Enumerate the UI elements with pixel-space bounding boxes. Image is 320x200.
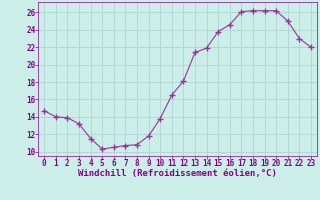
X-axis label: Windchill (Refroidissement éolien,°C): Windchill (Refroidissement éolien,°C) [78,169,277,178]
